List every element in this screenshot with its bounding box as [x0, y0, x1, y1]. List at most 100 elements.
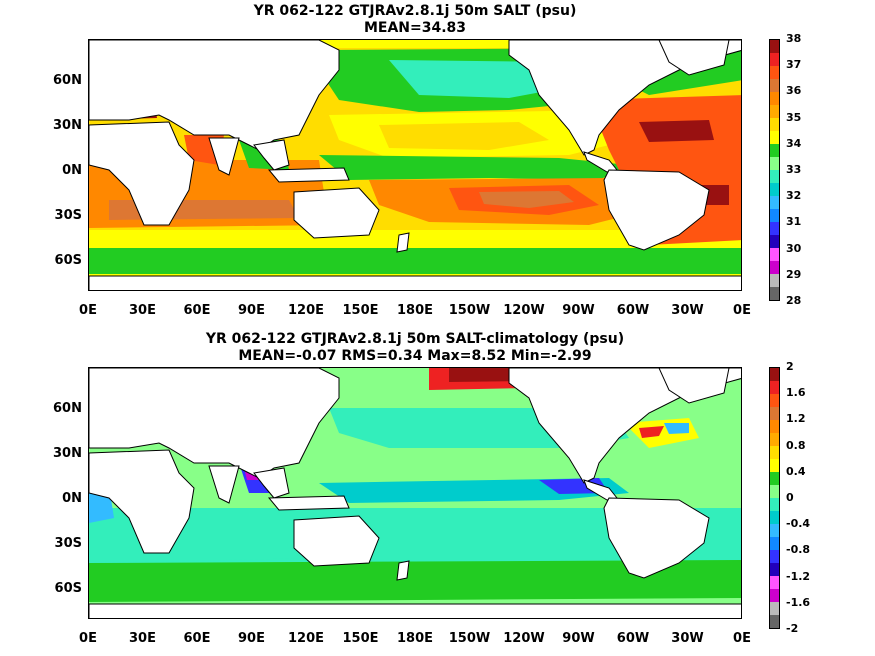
lon-tick-label: 150E [342, 303, 379, 318]
colorbar-segment [770, 485, 779, 498]
map2-title-line2: MEAN=-0.07 RMS=0.34 Max=8.52 Min=-2.99 [238, 348, 592, 364]
colorbar-segment [770, 105, 779, 118]
lon-tick-label: 30E [129, 303, 156, 318]
colorbar-segment [770, 563, 779, 576]
colorbar-tick-label: -1.6 [786, 595, 811, 609]
map2-svg [89, 368, 741, 618]
colorbar-tick-label: 30 [786, 241, 802, 255]
lon-tick-label: 180E [396, 303, 434, 318]
lon-tick-label: 120E [287, 631, 325, 646]
lon-tick-label: 0E [733, 631, 751, 646]
lat-tick-label: 30S [54, 208, 82, 223]
map2-plot [88, 367, 742, 619]
lon-tick-label: 0E [79, 303, 97, 318]
lat-tick-label: 60S [54, 581, 82, 596]
lon-tick-label: 150E [342, 631, 379, 646]
colorbar-segment [770, 615, 779, 628]
colorbar-segment [770, 537, 779, 550]
colorbar-tick-label: 36 [786, 84, 802, 98]
colorbar-tick-label: 34 [786, 136, 802, 150]
colorbar-segment [770, 131, 779, 144]
colorbar-segment [770, 209, 779, 222]
colorbar-tick-label: 0.8 [786, 438, 806, 452]
colorbar-segment [770, 53, 779, 66]
lat-tick-label: 30N [53, 118, 82, 133]
lon-tick-label: 90E [238, 631, 265, 646]
colorbar-segment [770, 589, 779, 602]
map1-land [89, 40, 741, 290]
colorbar-tick-label: 29 [786, 267, 802, 281]
colorbar-segment [770, 459, 779, 472]
map2-title-line1: YR 062-122 GTJRAv2.8.1j 50m SALT-climato… [205, 331, 625, 347]
lat-tick-label: 60N [53, 73, 82, 88]
colorbar-segment [770, 261, 779, 274]
colorbar-segment [770, 66, 779, 79]
map1-svg [89, 40, 741, 290]
lon-tick-label: 90W [562, 631, 595, 646]
lon-tick-label: 120W [503, 303, 545, 318]
colorbar-tick-label: 38 [786, 32, 802, 45]
colorbar-tick-label: 33 [786, 163, 802, 176]
colorbar-tick-label: 37 [786, 58, 802, 72]
colorbar-segment [770, 407, 779, 420]
lon-tick-label: 60E [183, 631, 211, 646]
lon-tick-label: 90E [238, 303, 265, 318]
lon-tick-label: 90W [562, 303, 595, 318]
lon-tick-label: 180E [396, 631, 434, 646]
lon-tick-label: 30E [129, 631, 156, 646]
colorbar-tick-label: -0.8 [786, 543, 811, 557]
colorbar-tick-label: 2 [786, 360, 794, 373]
lon-tick-label: 60W [616, 303, 650, 318]
colorbar-tick-label: -0.4 [786, 517, 811, 531]
colorbar-segment [770, 118, 779, 131]
lon-tick-label: 60W [616, 631, 650, 646]
colorbar-segment [770, 576, 779, 589]
colorbar-segment [770, 248, 779, 261]
colorbar-segment [770, 92, 779, 105]
lon-tick-label: 60E [183, 303, 211, 318]
colorbar-segment [770, 381, 779, 394]
colorbar-segment [770, 170, 779, 183]
colorbar-tick-label: 35 [786, 110, 802, 124]
colorbar-tick-label: 28 [786, 294, 802, 307]
colorbar-segment [770, 287, 779, 300]
lon-tick-label: 120W [503, 631, 545, 646]
map2-colorbar [769, 367, 780, 629]
colorbar-segment [770, 433, 779, 446]
lat-tick-label: 30N [53, 446, 82, 461]
colorbar-segment [770, 222, 779, 235]
lat-tick-label: 60N [53, 401, 82, 416]
lon-tick-label: 150W [448, 303, 491, 318]
colorbar-segment [770, 511, 779, 524]
colorbar-segment [770, 446, 779, 459]
colorbar-segment [770, 524, 779, 537]
lat-tick-label: 0N [62, 491, 82, 506]
map1-colorbar [769, 39, 780, 301]
colorbar-tick-label: 0.4 [786, 464, 806, 478]
colorbar-segment [770, 157, 779, 170]
lon-tick-label: 120E [287, 303, 325, 318]
colorbar-tick-label: -1.2 [786, 569, 811, 583]
colorbar-tick-label: 31 [786, 215, 802, 229]
colorbar-segment [770, 274, 779, 287]
colorbar-tick-label: 1.6 [786, 386, 806, 400]
colorbar-segment [770, 550, 779, 563]
map1-title-line2: MEAN=34.83 [363, 20, 467, 36]
colorbar-segment [770, 144, 779, 157]
colorbar-tick-label: 1.2 [786, 412, 806, 426]
colorbar-segment [770, 235, 779, 248]
lon-tick-label: 30W [671, 303, 704, 318]
lat-tick-label: 60S [54, 253, 82, 268]
colorbar-segment [770, 40, 779, 53]
map1-plot [88, 39, 742, 291]
colorbar-segment [770, 79, 779, 92]
colorbar-tick-label: 32 [786, 189, 802, 203]
lon-tick-label: 0E [733, 303, 751, 318]
colorbar-tick-label: 0 [786, 491, 794, 504]
lat-tick-label: 30S [54, 536, 82, 551]
colorbar-segment [770, 602, 779, 615]
colorbar-segment [770, 183, 779, 196]
colorbar-segment [770, 472, 779, 485]
colorbar-segment [770, 368, 779, 381]
colorbar-segment [770, 394, 779, 407]
